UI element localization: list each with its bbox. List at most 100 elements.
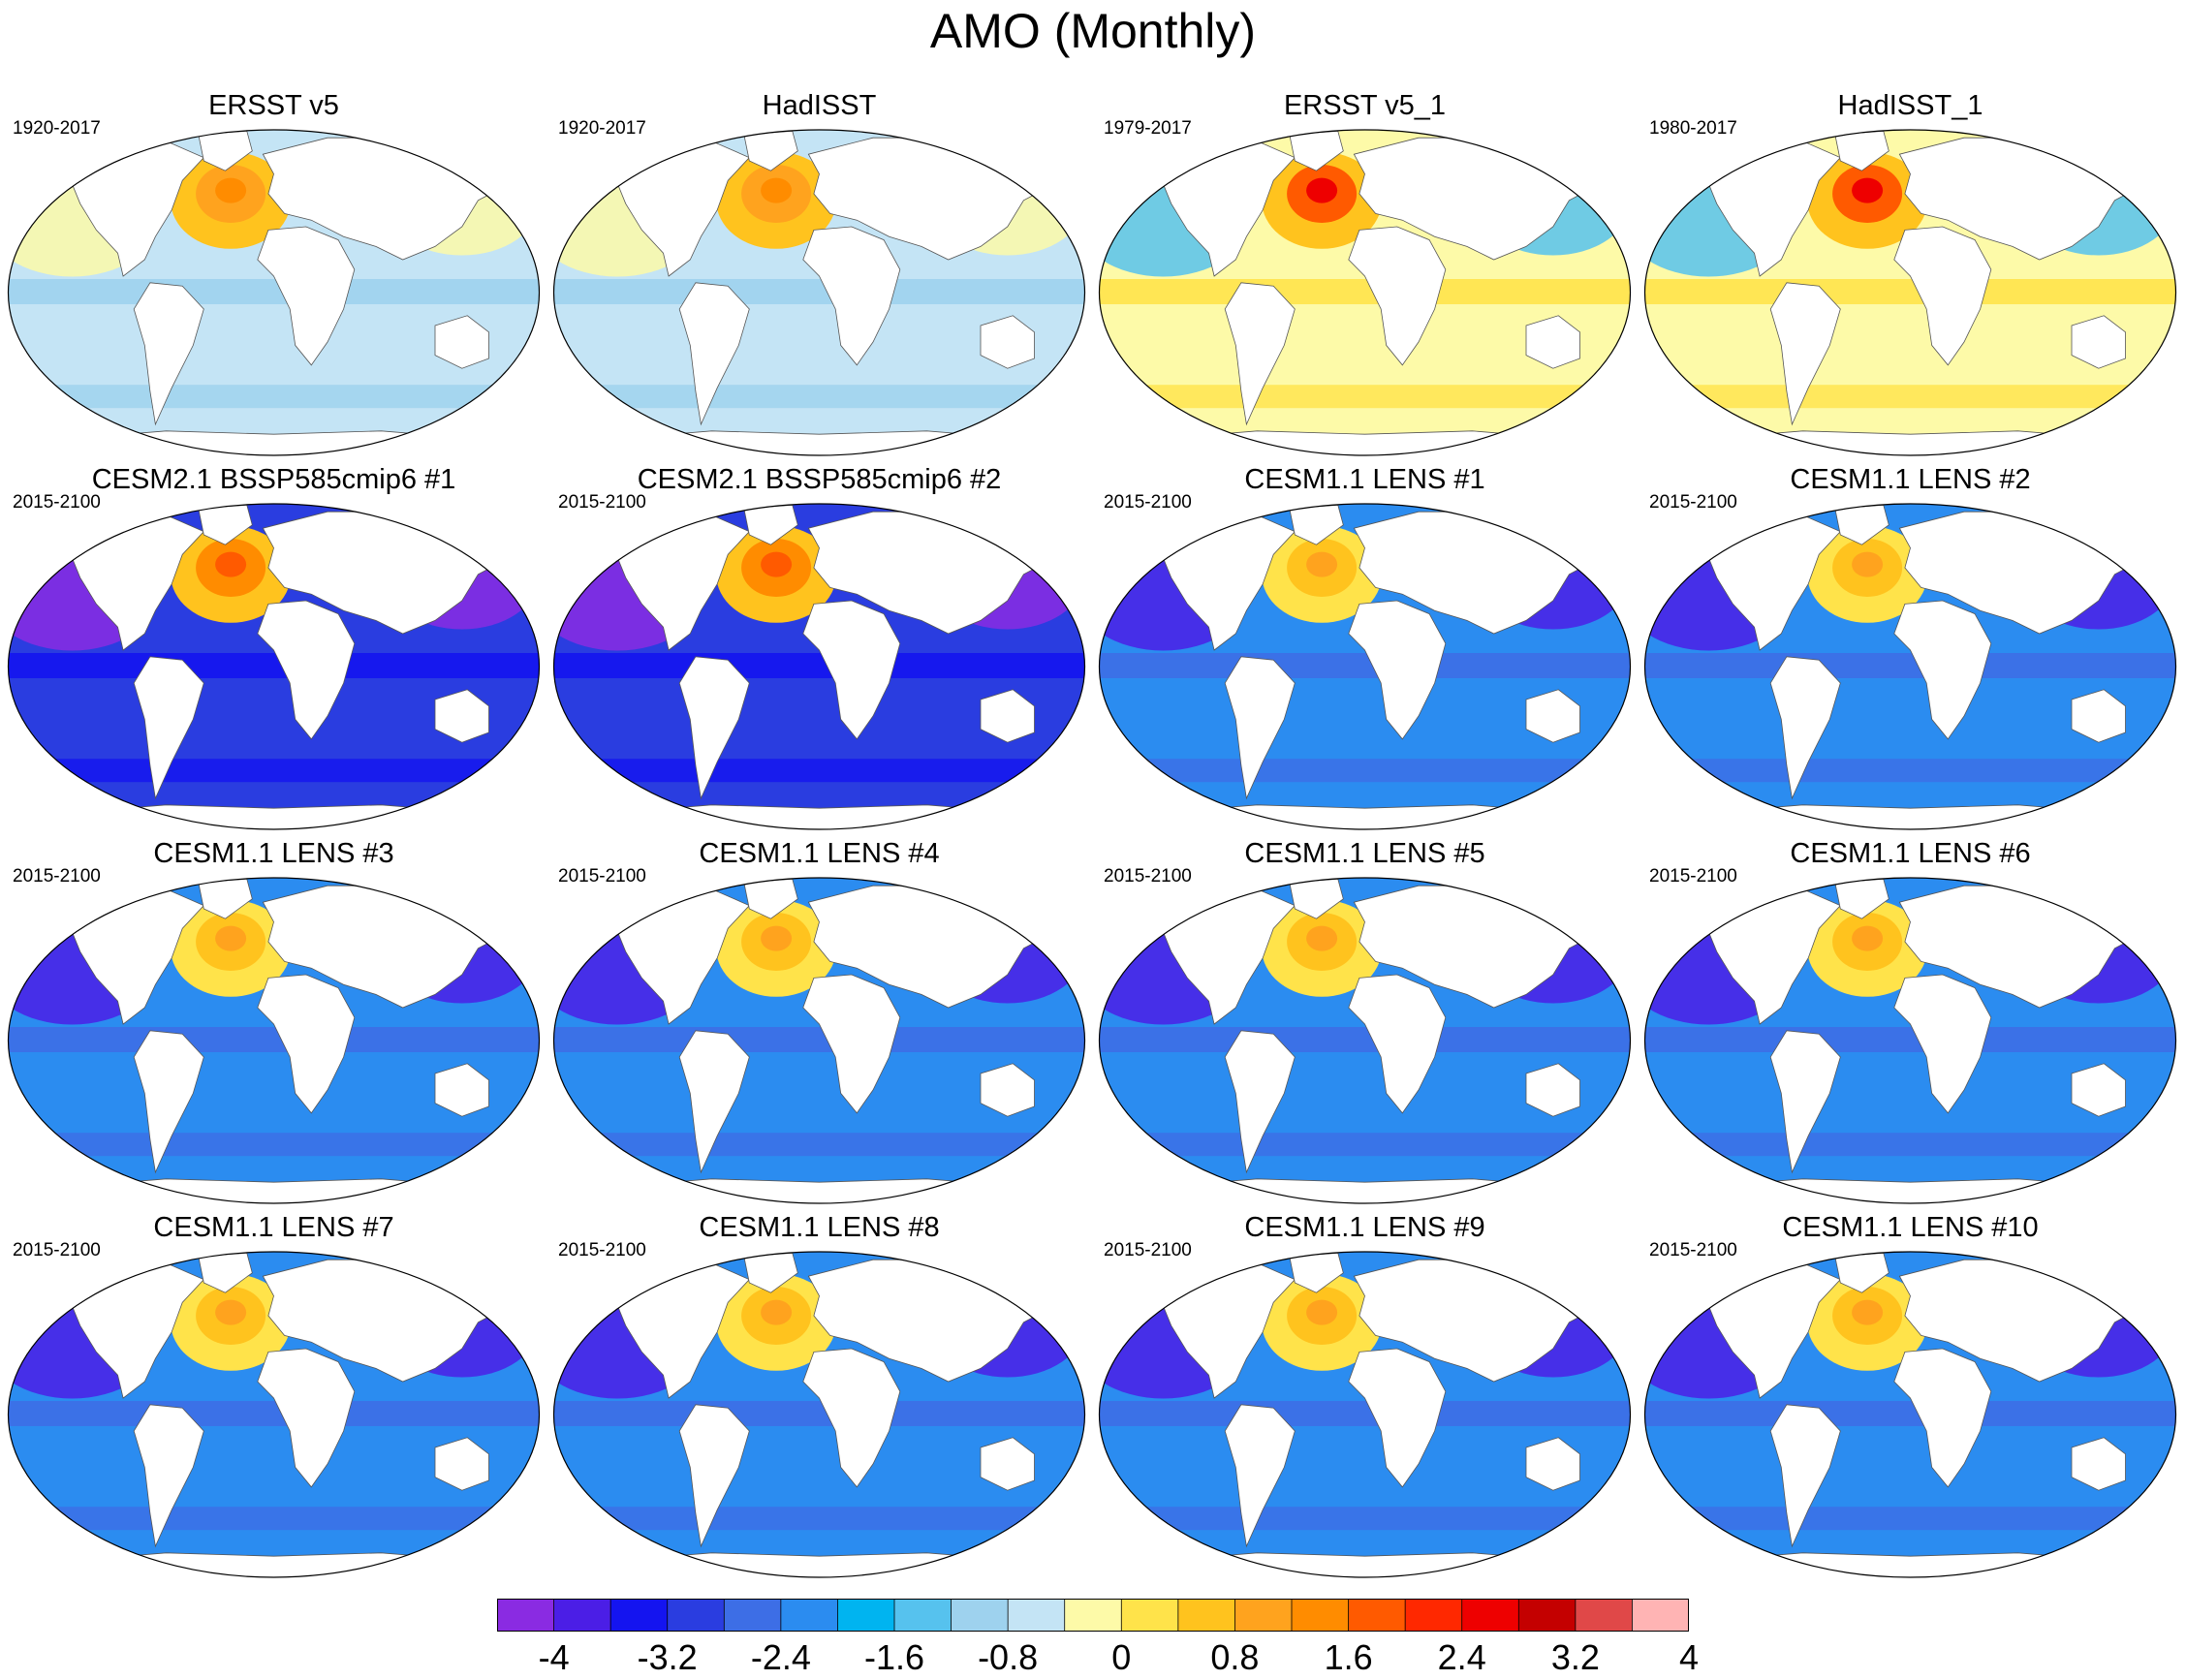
colorbar-swatch bbox=[951, 1599, 1009, 1632]
world-map bbox=[552, 877, 1086, 1204]
panel-title: CESM1.1 LENS #2 bbox=[1790, 464, 2031, 495]
map-panel: HadISST_1 1980-2017 bbox=[1641, 89, 2179, 457]
panel-period: 1979-2017 bbox=[1104, 118, 1192, 139]
colorbar-swatch bbox=[1008, 1599, 1065, 1632]
panel-period: 2015-2100 bbox=[558, 866, 646, 887]
panel-period: 2015-2100 bbox=[1104, 1240, 1192, 1260]
map-panel: HadISST 1920-2017 bbox=[550, 89, 1088, 457]
colorbar-swatch bbox=[667, 1599, 725, 1632]
colorbar-swatch bbox=[610, 1599, 668, 1632]
map-panel: CESM1.1 LENS #2 2015-2100 bbox=[1641, 463, 2179, 831]
world-map bbox=[7, 877, 541, 1204]
panel-title: CESM1.1 LENS #1 bbox=[1244, 464, 1485, 495]
colorbar-swatch bbox=[1348, 1599, 1406, 1632]
panel-period: 2015-2100 bbox=[1649, 866, 1737, 887]
colorbar-swatch bbox=[1461, 1599, 1519, 1632]
colorbar-tick-label: 0.8 bbox=[1210, 1637, 1260, 1677]
world-map bbox=[1643, 503, 2177, 830]
panel-title: ERSST v5 bbox=[208, 90, 339, 121]
panel-period: 2015-2100 bbox=[558, 492, 646, 513]
panel-title: CESM2.1 BSSP585cmip6 #2 bbox=[637, 464, 1002, 495]
panel-period: 2015-2100 bbox=[1649, 1240, 1737, 1260]
world-map bbox=[552, 503, 1086, 830]
panel-title: CESM1.1 LENS #5 bbox=[1244, 838, 1485, 869]
world-map bbox=[1643, 877, 2177, 1204]
colorbar-swatch bbox=[724, 1599, 781, 1632]
colorbar-swatch bbox=[1121, 1599, 1178, 1632]
world-map bbox=[7, 503, 541, 830]
figure-title: AMO (Monthly) bbox=[929, 4, 1257, 58]
map-panel: CESM1.1 LENS #3 2015-2100 bbox=[5, 837, 543, 1205]
panel-title: CESM2.1 BSSP585cmip6 #1 bbox=[91, 464, 456, 495]
panel-title: CESM1.1 LENS #7 bbox=[153, 1212, 394, 1243]
panel-title: HadISST_1 bbox=[1837, 90, 1983, 121]
world-map bbox=[7, 129, 541, 456]
panel-period: 1920-2017 bbox=[13, 118, 101, 139]
panel-period: 2015-2100 bbox=[1104, 866, 1192, 887]
colorbar-swatch bbox=[1518, 1599, 1576, 1632]
colorbar-tick-label: 2.4 bbox=[1437, 1637, 1486, 1677]
map-panel: ERSST v5_1 1979-2017 bbox=[1096, 89, 1634, 457]
colorbar-tick-label: -3.2 bbox=[637, 1637, 698, 1677]
colorbar-tick-label: 4 bbox=[1678, 1637, 1700, 1677]
world-map bbox=[1643, 1251, 2177, 1578]
colorbar-swatch bbox=[780, 1599, 838, 1632]
world-map bbox=[1098, 129, 1632, 456]
panel-period: 2015-2100 bbox=[1649, 492, 1737, 513]
colorbar-swatch bbox=[894, 1599, 952, 1632]
map-panel: CESM1.1 LENS #9 2015-2100 bbox=[1096, 1211, 1634, 1579]
colorbar-tick-label: -4 bbox=[538, 1637, 570, 1677]
colorbar-swatch bbox=[1064, 1599, 1122, 1632]
panel-period: 2015-2100 bbox=[1104, 492, 1192, 513]
panel-title: CESM1.1 LENS #10 bbox=[1782, 1212, 2039, 1243]
colorbar-swatch bbox=[1575, 1599, 1633, 1632]
map-panel: CESM1.1 LENS #8 2015-2100 bbox=[550, 1211, 1088, 1579]
map-panel: CESM1.1 LENS #5 2015-2100 bbox=[1096, 837, 1634, 1205]
panel-title: CESM1.1 LENS #9 bbox=[1244, 1212, 1485, 1243]
colorbar-swatch bbox=[497, 1599, 554, 1632]
world-map bbox=[1098, 503, 1632, 830]
world-map bbox=[7, 1251, 541, 1578]
colorbar-tick-label: 0 bbox=[1111, 1637, 1132, 1677]
colorbar-swatch bbox=[1292, 1599, 1349, 1632]
panel-period: 2015-2100 bbox=[13, 866, 101, 887]
panel-period: 1920-2017 bbox=[558, 118, 646, 139]
map-panel: CESM2.1 BSSP585cmip6 #2 2015-2100 bbox=[550, 463, 1088, 831]
world-map bbox=[552, 1251, 1086, 1578]
world-map bbox=[1098, 877, 1632, 1204]
map-panel: CESM1.1 LENS #10 2015-2100 bbox=[1641, 1211, 2179, 1579]
colorbar-swatches bbox=[497, 1599, 1689, 1632]
panel-period: 1980-2017 bbox=[1649, 118, 1737, 139]
map-panel: CESM1.1 LENS #6 2015-2100 bbox=[1641, 837, 2179, 1205]
world-map bbox=[1643, 129, 2177, 456]
colorbar-swatch bbox=[1632, 1599, 1689, 1632]
colorbar-tick-label: 3.2 bbox=[1550, 1637, 1600, 1677]
panel-period: 2015-2100 bbox=[13, 1240, 101, 1260]
colorbar bbox=[497, 1599, 1689, 1632]
panel-title: HadISST bbox=[762, 90, 877, 121]
colorbar-swatch bbox=[1405, 1599, 1462, 1632]
colorbar-swatch bbox=[837, 1599, 894, 1632]
colorbar-swatch bbox=[1234, 1599, 1292, 1632]
world-map bbox=[1098, 1251, 1632, 1578]
map-panel: CESM1.1 LENS #7 2015-2100 bbox=[5, 1211, 543, 1579]
panel-title: CESM1.1 LENS #6 bbox=[1790, 838, 2031, 869]
map-panel: CESM1.1 LENS #4 2015-2100 bbox=[550, 837, 1088, 1205]
map-panel: CESM1.1 LENS #1 2015-2100 bbox=[1096, 463, 1634, 831]
colorbar-tick-label: -0.8 bbox=[978, 1637, 1039, 1677]
panel-title: CESM1.1 LENS #8 bbox=[699, 1212, 940, 1243]
colorbar-tick-label: 1.6 bbox=[1324, 1637, 1373, 1677]
panel-title: CESM1.1 LENS #4 bbox=[699, 838, 940, 869]
map-panel: ERSST v5 1920-2017 bbox=[5, 89, 543, 457]
panel-title: CESM1.1 LENS #3 bbox=[153, 838, 394, 869]
panel-period: 2015-2100 bbox=[558, 1240, 646, 1260]
panel-title: ERSST v5_1 bbox=[1283, 90, 1447, 121]
colorbar-tick-label: -2.4 bbox=[750, 1637, 811, 1677]
panel-period: 2015-2100 bbox=[13, 492, 101, 513]
colorbar-tick-label: -1.6 bbox=[863, 1637, 925, 1677]
colorbar-swatch bbox=[553, 1599, 611, 1632]
colorbar-tick-labels: -4 -3.2 -2.4 -1.6 -0.8 0 0.8 1.6 2.4 3.2 4 bbox=[497, 1637, 1699, 1680]
map-panel: CESM2.1 BSSP585cmip6 #1 2015-2100 bbox=[5, 463, 543, 831]
colorbar-swatch bbox=[1177, 1599, 1235, 1632]
world-map bbox=[552, 129, 1086, 456]
